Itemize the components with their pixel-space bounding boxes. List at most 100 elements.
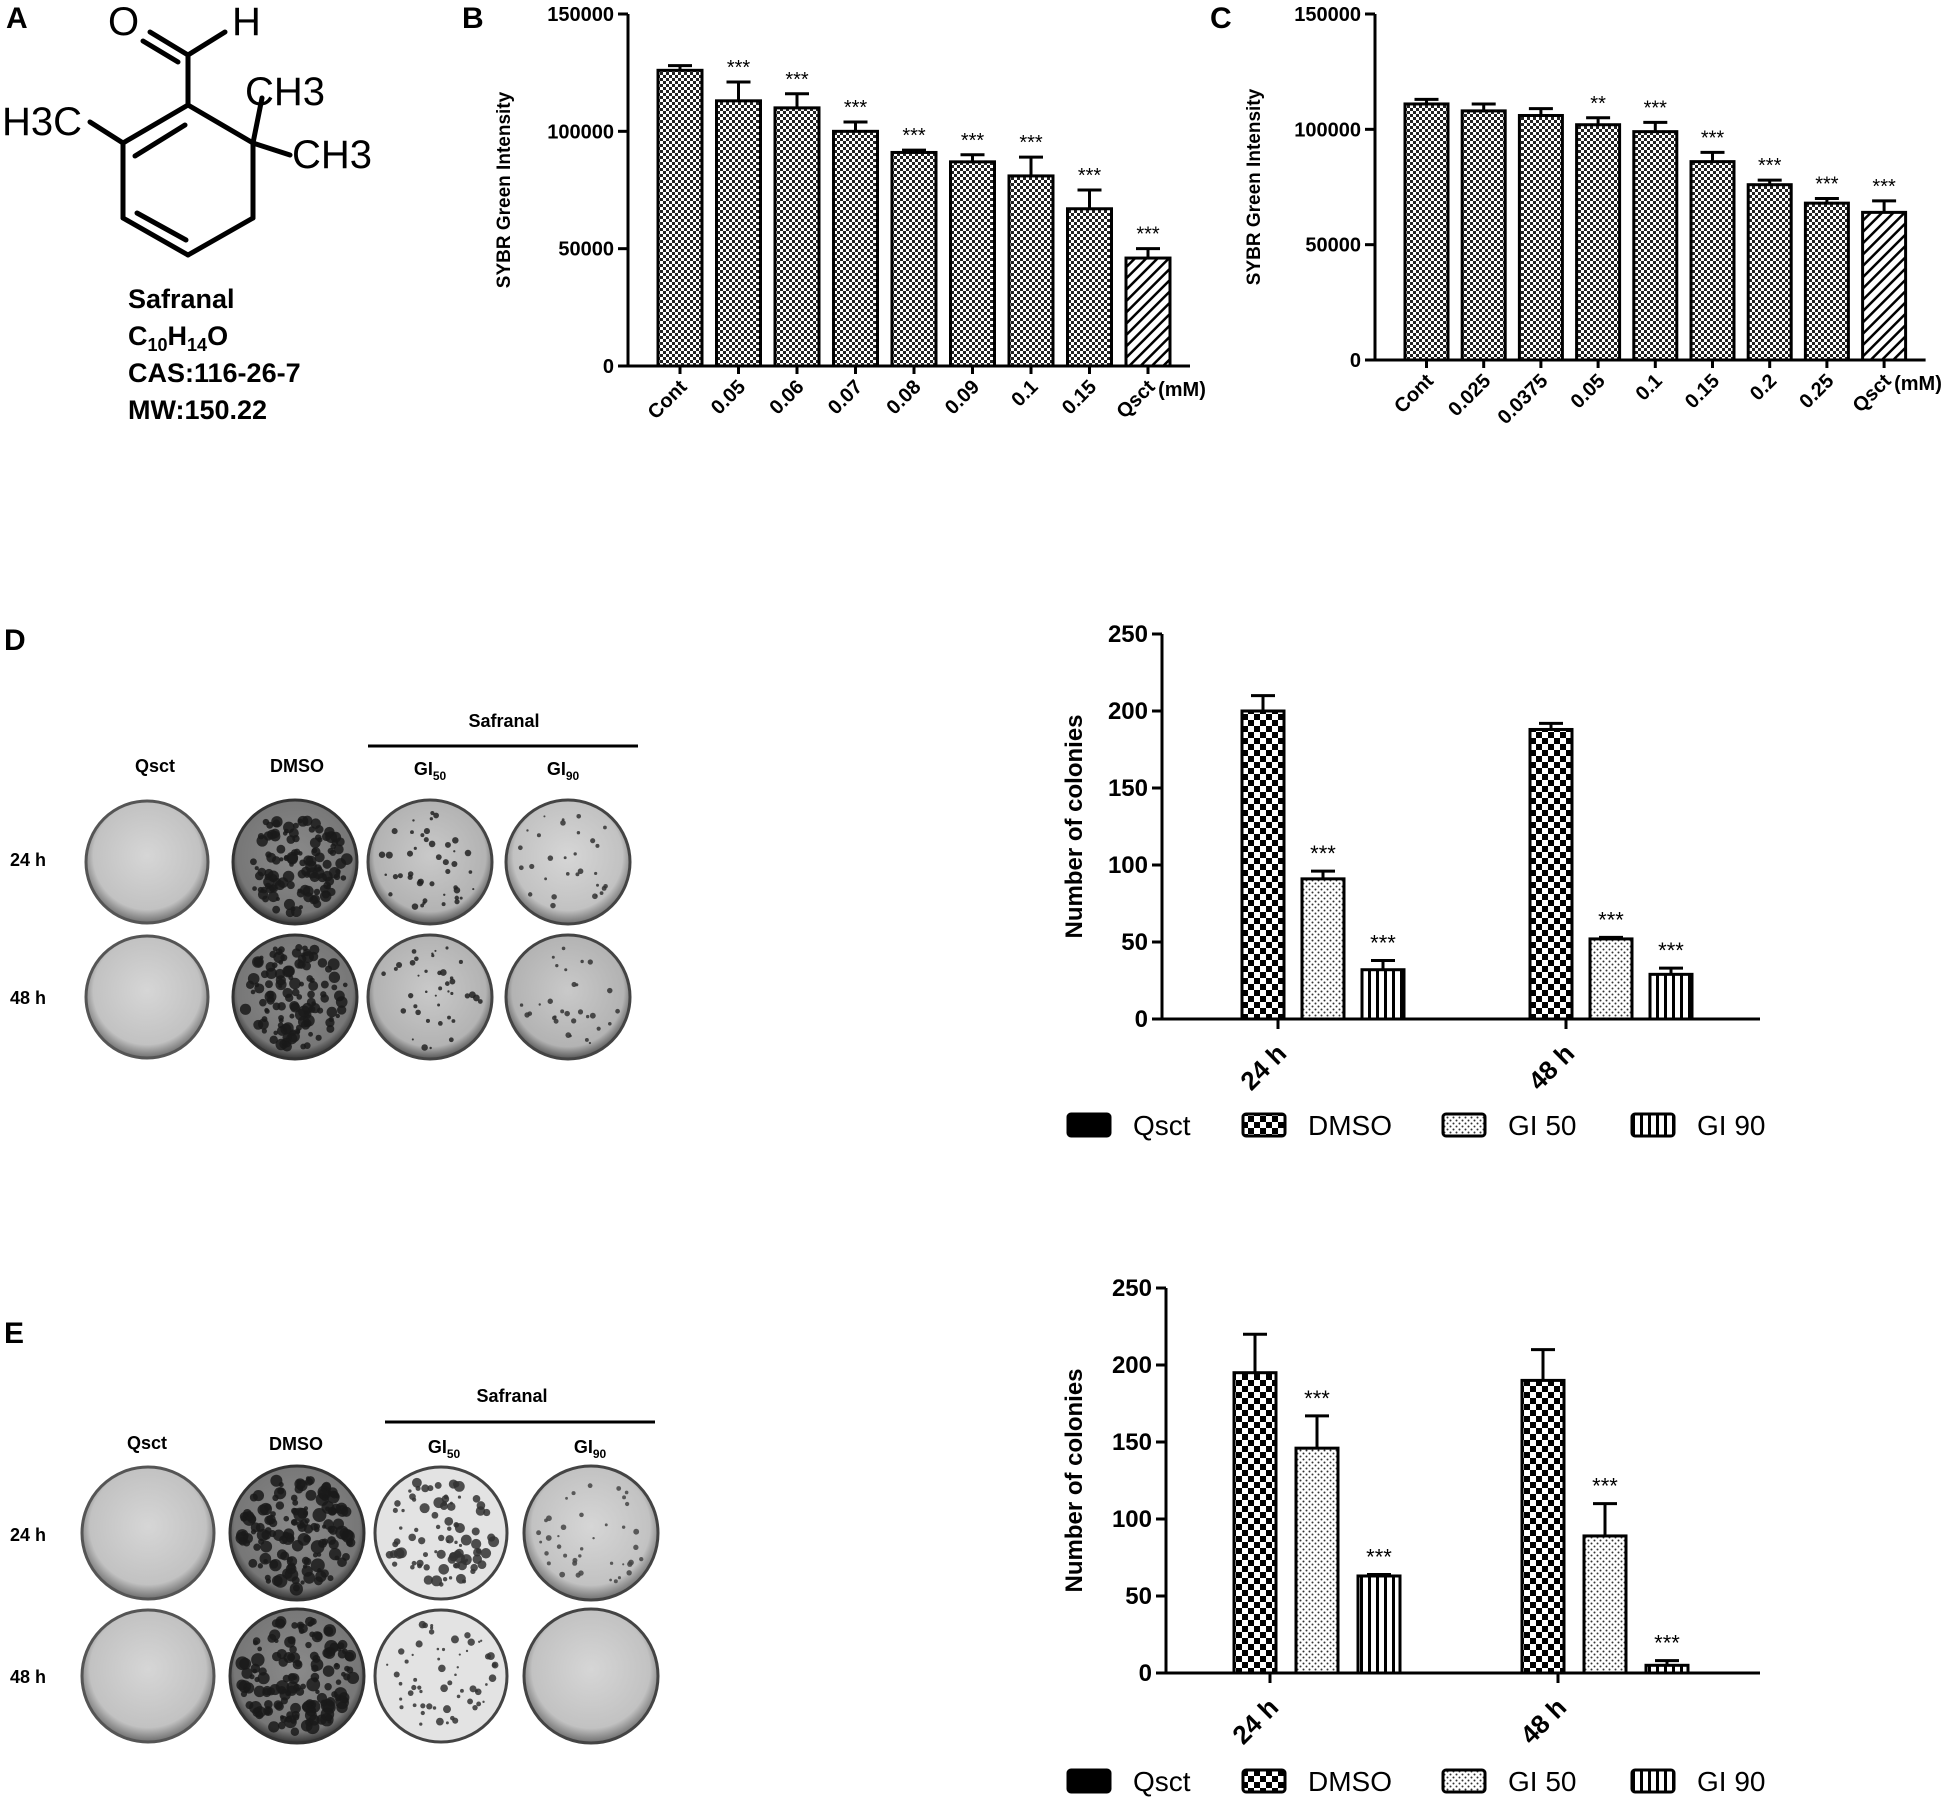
y-tick-label: 150000 bbox=[547, 4, 614, 26]
colony bbox=[398, 1681, 403, 1686]
colony bbox=[447, 990, 450, 993]
colony bbox=[451, 860, 458, 867]
chart-e: 0 50 100 150 200 250 Number of colonies *** *** 2… bbox=[1061, 1275, 1765, 1797]
colony bbox=[272, 1494, 279, 1502]
colony bbox=[420, 833, 425, 838]
significance-label: *** bbox=[844, 97, 868, 119]
colony bbox=[536, 833, 541, 838]
colony bbox=[324, 1640, 339, 1655]
colony bbox=[293, 1507, 307, 1522]
panel-d-row-24h: 24 h bbox=[10, 850, 46, 870]
colony bbox=[453, 1522, 460, 1528]
significance-label: *** bbox=[1701, 127, 1725, 149]
x-tick-label: 0.09 bbox=[941, 376, 984, 419]
y-tick-label: 200 bbox=[1108, 698, 1148, 725]
bar bbox=[773, 106, 821, 368]
colony bbox=[391, 828, 398, 835]
colony bbox=[559, 1571, 566, 1578]
colony bbox=[577, 868, 584, 875]
colony bbox=[393, 966, 398, 971]
significance-label: *** bbox=[1598, 907, 1624, 932]
colony bbox=[423, 828, 430, 835]
bar bbox=[1803, 201, 1850, 362]
colony bbox=[526, 829, 529, 832]
colony bbox=[269, 831, 281, 842]
y-tick-label: 200 bbox=[1112, 1352, 1152, 1379]
colony bbox=[277, 877, 289, 888]
colony bbox=[394, 1500, 401, 1507]
colony bbox=[300, 1683, 306, 1690]
colony bbox=[455, 1573, 466, 1584]
colony bbox=[262, 895, 269, 903]
colony bbox=[460, 1554, 472, 1566]
colony bbox=[438, 986, 443, 991]
colony bbox=[456, 1666, 459, 1669]
colony bbox=[454, 895, 460, 901]
colony bbox=[295, 944, 303, 952]
colony bbox=[544, 1551, 549, 1556]
colony bbox=[303, 1042, 311, 1049]
panel-b-letter: B bbox=[462, 2, 484, 35]
y-tick-label: 0 bbox=[603, 356, 614, 378]
y-tick-label: 100 bbox=[1108, 852, 1148, 879]
colony bbox=[452, 1480, 460, 1488]
bar bbox=[1588, 937, 1634, 1021]
colony bbox=[320, 1569, 329, 1578]
colony bbox=[252, 1489, 265, 1502]
colony bbox=[401, 1508, 405, 1513]
colony bbox=[338, 1692, 350, 1703]
colony bbox=[454, 899, 460, 905]
y-axis-label: SYBR Green Intensity bbox=[494, 91, 515, 288]
colony bbox=[277, 1721, 286, 1730]
legend-label: GI 50 bbox=[1508, 1110, 1576, 1141]
colony bbox=[273, 1529, 285, 1541]
significance-label: *** bbox=[1592, 1474, 1618, 1499]
colony bbox=[275, 1616, 287, 1628]
panel-c-letter: C bbox=[1210, 2, 1232, 35]
colony bbox=[447, 1680, 453, 1686]
bar bbox=[1517, 113, 1564, 362]
colony bbox=[288, 1673, 300, 1685]
colony bbox=[448, 1576, 453, 1580]
colony bbox=[263, 831, 274, 841]
colony bbox=[596, 883, 599, 887]
y-tick-label: 100 bbox=[1112, 1506, 1152, 1533]
colony bbox=[270, 1474, 283, 1487]
panel-e-col-qsct: Qsct bbox=[127, 1433, 167, 1453]
significance-label: *** bbox=[727, 57, 751, 79]
colony bbox=[419, 1689, 423, 1694]
y-tick-label: 150 bbox=[1108, 775, 1148, 802]
colony bbox=[298, 851, 303, 856]
colony bbox=[445, 1535, 454, 1544]
colony bbox=[283, 1528, 295, 1540]
panel-e-row-48h: 48 h bbox=[10, 1667, 46, 1687]
compound-name: Safranal bbox=[128, 284, 235, 314]
colony bbox=[259, 998, 267, 1007]
colony bbox=[290, 1518, 298, 1526]
colony bbox=[280, 1551, 290, 1561]
colony bbox=[302, 951, 314, 963]
colony bbox=[450, 991, 454, 996]
colony bbox=[274, 1701, 284, 1711]
colony bbox=[544, 877, 548, 881]
colony bbox=[315, 1689, 320, 1695]
colony bbox=[576, 831, 581, 835]
colony bbox=[444, 841, 451, 848]
y-tick-label: 0 bbox=[1350, 350, 1361, 372]
legend-swatch bbox=[1441, 1768, 1487, 1794]
bar bbox=[1575, 123, 1622, 362]
colony bbox=[257, 1563, 264, 1569]
x-tick-label: Qsct bbox=[1849, 370, 1896, 417]
colony bbox=[546, 1515, 552, 1522]
bar bbox=[1582, 1534, 1628, 1675]
methyl-right-bottom-label: CH3 bbox=[292, 133, 372, 177]
plate-d-gi90-24h bbox=[504, 798, 632, 926]
colony bbox=[282, 1032, 292, 1043]
colony bbox=[284, 828, 289, 834]
colony bbox=[423, 1575, 433, 1585]
colonies-e bbox=[235, 1474, 644, 1736]
colony bbox=[392, 1507, 398, 1513]
colony bbox=[411, 1560, 417, 1566]
colony bbox=[328, 1547, 342, 1561]
